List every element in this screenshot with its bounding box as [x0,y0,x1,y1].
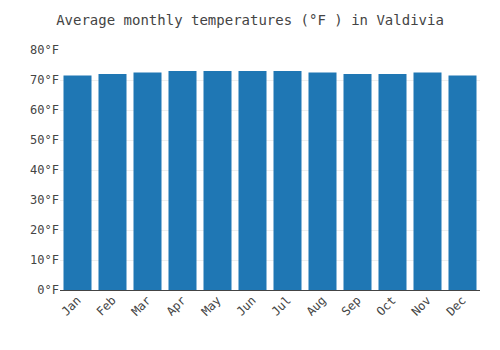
svg-text:Sep: Sep [339,293,364,318]
svg-text:Jul: Jul [269,293,294,318]
svg-text:Aug: Aug [304,293,329,318]
svg-text:Oct: Oct [374,293,399,318]
svg-text:80°F: 80°F [30,43,59,57]
svg-text:50°F: 50°F [30,133,59,147]
svg-text:Jun: Jun [234,293,259,318]
svg-text:60°F: 60°F [30,103,59,117]
svg-text:Apr: Apr [164,293,189,318]
svg-text:Dec: Dec [444,293,469,318]
svg-text:Jan: Jan [59,293,84,318]
svg-text:0°F: 0°F [37,283,59,297]
svg-text:10°F: 10°F [30,253,59,267]
svg-text:Average monthly temperatures (: Average monthly temperatures (°F ) in Va… [56,12,444,28]
svg-text:70°F: 70°F [30,73,59,87]
svg-text:Nov: Nov [409,293,434,318]
svg-text:20°F: 20°F [30,223,59,237]
svg-text:40°F: 40°F [30,163,59,177]
svg-text:Feb: Feb [94,293,119,318]
svg-text:30°F: 30°F [30,193,59,207]
svg-text:Mar: Mar [129,293,154,318]
svg-text:May: May [199,293,224,318]
